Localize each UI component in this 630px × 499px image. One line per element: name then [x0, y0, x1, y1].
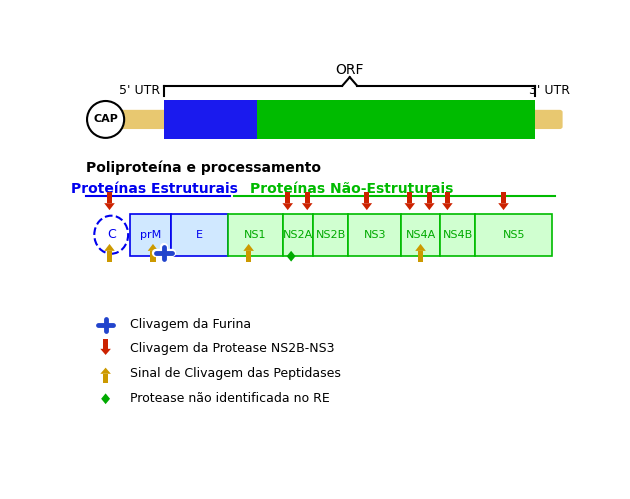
Bar	[313, 214, 348, 256]
Text: Clivagem da Protease NS2B-NS3: Clivagem da Protease NS2B-NS3	[130, 342, 335, 355]
Bar	[285, 193, 290, 203]
Polygon shape	[362, 203, 372, 210]
Bar	[440, 214, 475, 256]
Bar	[364, 193, 369, 203]
Polygon shape	[282, 203, 293, 210]
Text: Proteínas Não-Estruturais: Proteínas Não-Estruturais	[251, 182, 454, 196]
Ellipse shape	[87, 101, 124, 138]
Bar	[246, 251, 251, 261]
Text: NS3: NS3	[364, 230, 386, 240]
Polygon shape	[101, 393, 110, 404]
Bar	[171, 214, 227, 256]
Bar	[475, 214, 553, 256]
Polygon shape	[287, 251, 295, 261]
Bar	[103, 374, 108, 383]
Bar	[407, 193, 413, 203]
Text: C: C	[107, 228, 115, 241]
Polygon shape	[147, 244, 158, 251]
Bar	[305, 193, 310, 203]
Polygon shape	[404, 203, 415, 210]
Bar	[418, 251, 423, 261]
Bar	[427, 193, 432, 203]
Bar	[401, 214, 440, 256]
Polygon shape	[104, 203, 115, 210]
Bar	[151, 251, 156, 261]
Polygon shape	[442, 203, 452, 210]
Bar	[130, 214, 171, 256]
Bar	[227, 214, 283, 256]
Text: Protease não identificada no RE: Protease não identificada no RE	[130, 392, 329, 405]
Bar	[103, 339, 108, 349]
Bar	[283, 214, 313, 256]
Text: NS4B: NS4B	[442, 230, 472, 240]
Bar	[445, 193, 450, 203]
Bar	[107, 251, 112, 261]
Text: Proteínas Estruturais: Proteínas Estruturais	[71, 182, 238, 196]
Bar	[257, 100, 536, 139]
Text: Poliproteína e processamento: Poliproteína e processamento	[86, 160, 321, 175]
Text: 3' UTR: 3' UTR	[529, 84, 570, 97]
Polygon shape	[243, 244, 254, 251]
Ellipse shape	[94, 216, 128, 253]
FancyBboxPatch shape	[115, 110, 563, 129]
Polygon shape	[415, 244, 426, 251]
Polygon shape	[498, 203, 509, 210]
Bar	[164, 100, 257, 139]
Polygon shape	[100, 368, 111, 374]
Text: NS2B: NS2B	[316, 230, 346, 240]
Polygon shape	[104, 244, 115, 251]
Polygon shape	[302, 203, 312, 210]
Text: NS5: NS5	[503, 230, 525, 240]
Text: CAP: CAP	[93, 114, 118, 124]
Bar	[501, 193, 506, 203]
Text: NS2A: NS2A	[283, 230, 313, 240]
Polygon shape	[100, 349, 111, 355]
Bar	[107, 193, 112, 203]
Text: ORF: ORF	[336, 63, 364, 77]
Text: E: E	[195, 230, 203, 240]
Text: Sinal de Clivagem das Peptidases: Sinal de Clivagem das Peptidases	[130, 367, 341, 380]
Bar	[348, 214, 401, 256]
Text: 5' UTR: 5' UTR	[119, 84, 161, 97]
Text: prM: prM	[140, 230, 161, 240]
Text: NS1: NS1	[244, 230, 266, 240]
Polygon shape	[424, 203, 435, 210]
Text: NS4A: NS4A	[405, 230, 436, 240]
Text: Clivagem da Furina: Clivagem da Furina	[130, 318, 251, 331]
